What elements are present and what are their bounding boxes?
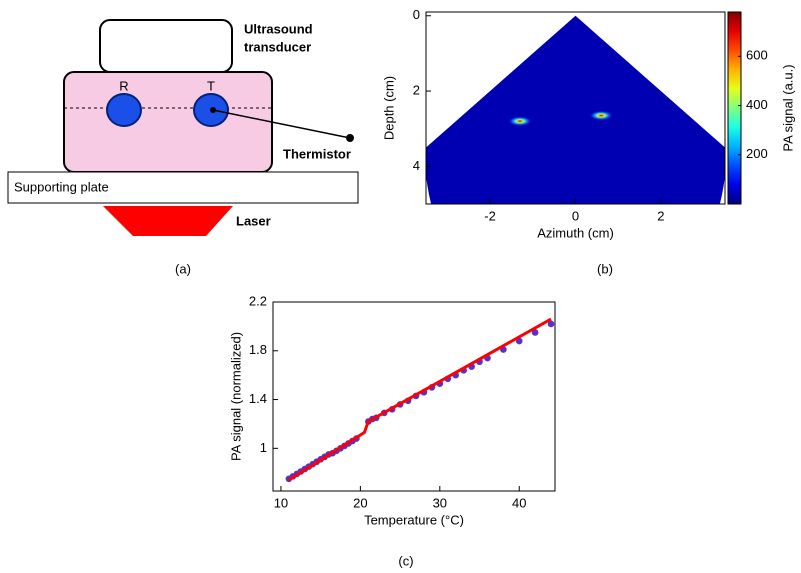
x-tick-label: 40 xyxy=(512,495,526,510)
x-tick-label: 30 xyxy=(433,495,447,510)
x-axis-label: Azimuth (cm) xyxy=(537,225,614,240)
thermistor-end xyxy=(346,134,354,142)
diagram: Ultrasound transducer R T Thermistor Sup… xyxy=(7,19,359,236)
supporting-plate xyxy=(7,171,359,204)
thermistor-tip xyxy=(210,107,216,113)
y-tick-label: 2 xyxy=(413,82,420,97)
transducer-label: Ultrasound xyxy=(244,21,313,36)
data-point xyxy=(531,329,539,336)
reference-target xyxy=(106,93,142,127)
image-fan xyxy=(426,15,725,204)
y-tick-label: 1 xyxy=(260,440,267,455)
plate-label: Supporting plate xyxy=(14,179,109,194)
reference-label: R xyxy=(119,78,128,93)
x-tick-label: 20 xyxy=(353,495,367,510)
x-tick-label: 10 xyxy=(274,495,288,510)
colorbar-tick-label: 600 xyxy=(746,48,768,63)
x-axis-label: Temperature (°C) xyxy=(364,512,464,527)
phantom xyxy=(63,71,273,173)
laser-label: Laser xyxy=(236,213,271,228)
y-tick-label: 1.4 xyxy=(249,391,267,406)
x-tick-label: 0 xyxy=(572,208,579,223)
thermistor-wire xyxy=(212,109,351,139)
y-tick-label: 0 xyxy=(413,7,420,22)
x-tick-label: 2 xyxy=(657,208,664,223)
colorbar xyxy=(727,11,742,205)
image-layer xyxy=(426,15,725,204)
y-tick-label: 1.8 xyxy=(249,342,267,357)
panel-label: (b) xyxy=(597,261,613,276)
panel-label: (c) xyxy=(398,553,413,568)
colorbar-tick-label: 200 xyxy=(746,146,768,161)
thermistor-label: Thermistor xyxy=(283,146,351,161)
data-point xyxy=(547,320,555,328)
hot-spot xyxy=(589,110,614,121)
y-tick-label: 2.2 xyxy=(249,293,267,308)
target-label: T xyxy=(207,78,215,93)
laser xyxy=(103,206,233,236)
transducer xyxy=(99,19,233,73)
transducer-label: transducer xyxy=(244,39,311,54)
y-axis-label: Depth (cm) xyxy=(381,76,396,140)
hot-spot xyxy=(507,116,532,127)
x-tick-label: -2 xyxy=(484,208,496,223)
colorbar-tick-label: 400 xyxy=(746,97,768,112)
y-axis-label: PA signal (normalized) xyxy=(228,332,243,461)
fit-line xyxy=(288,317,552,482)
axes-box xyxy=(272,301,556,492)
colorbar-label: PA signal (a.u.) xyxy=(780,64,795,151)
panel-label: (a) xyxy=(175,261,191,276)
y-tick-label: 4 xyxy=(413,158,420,173)
